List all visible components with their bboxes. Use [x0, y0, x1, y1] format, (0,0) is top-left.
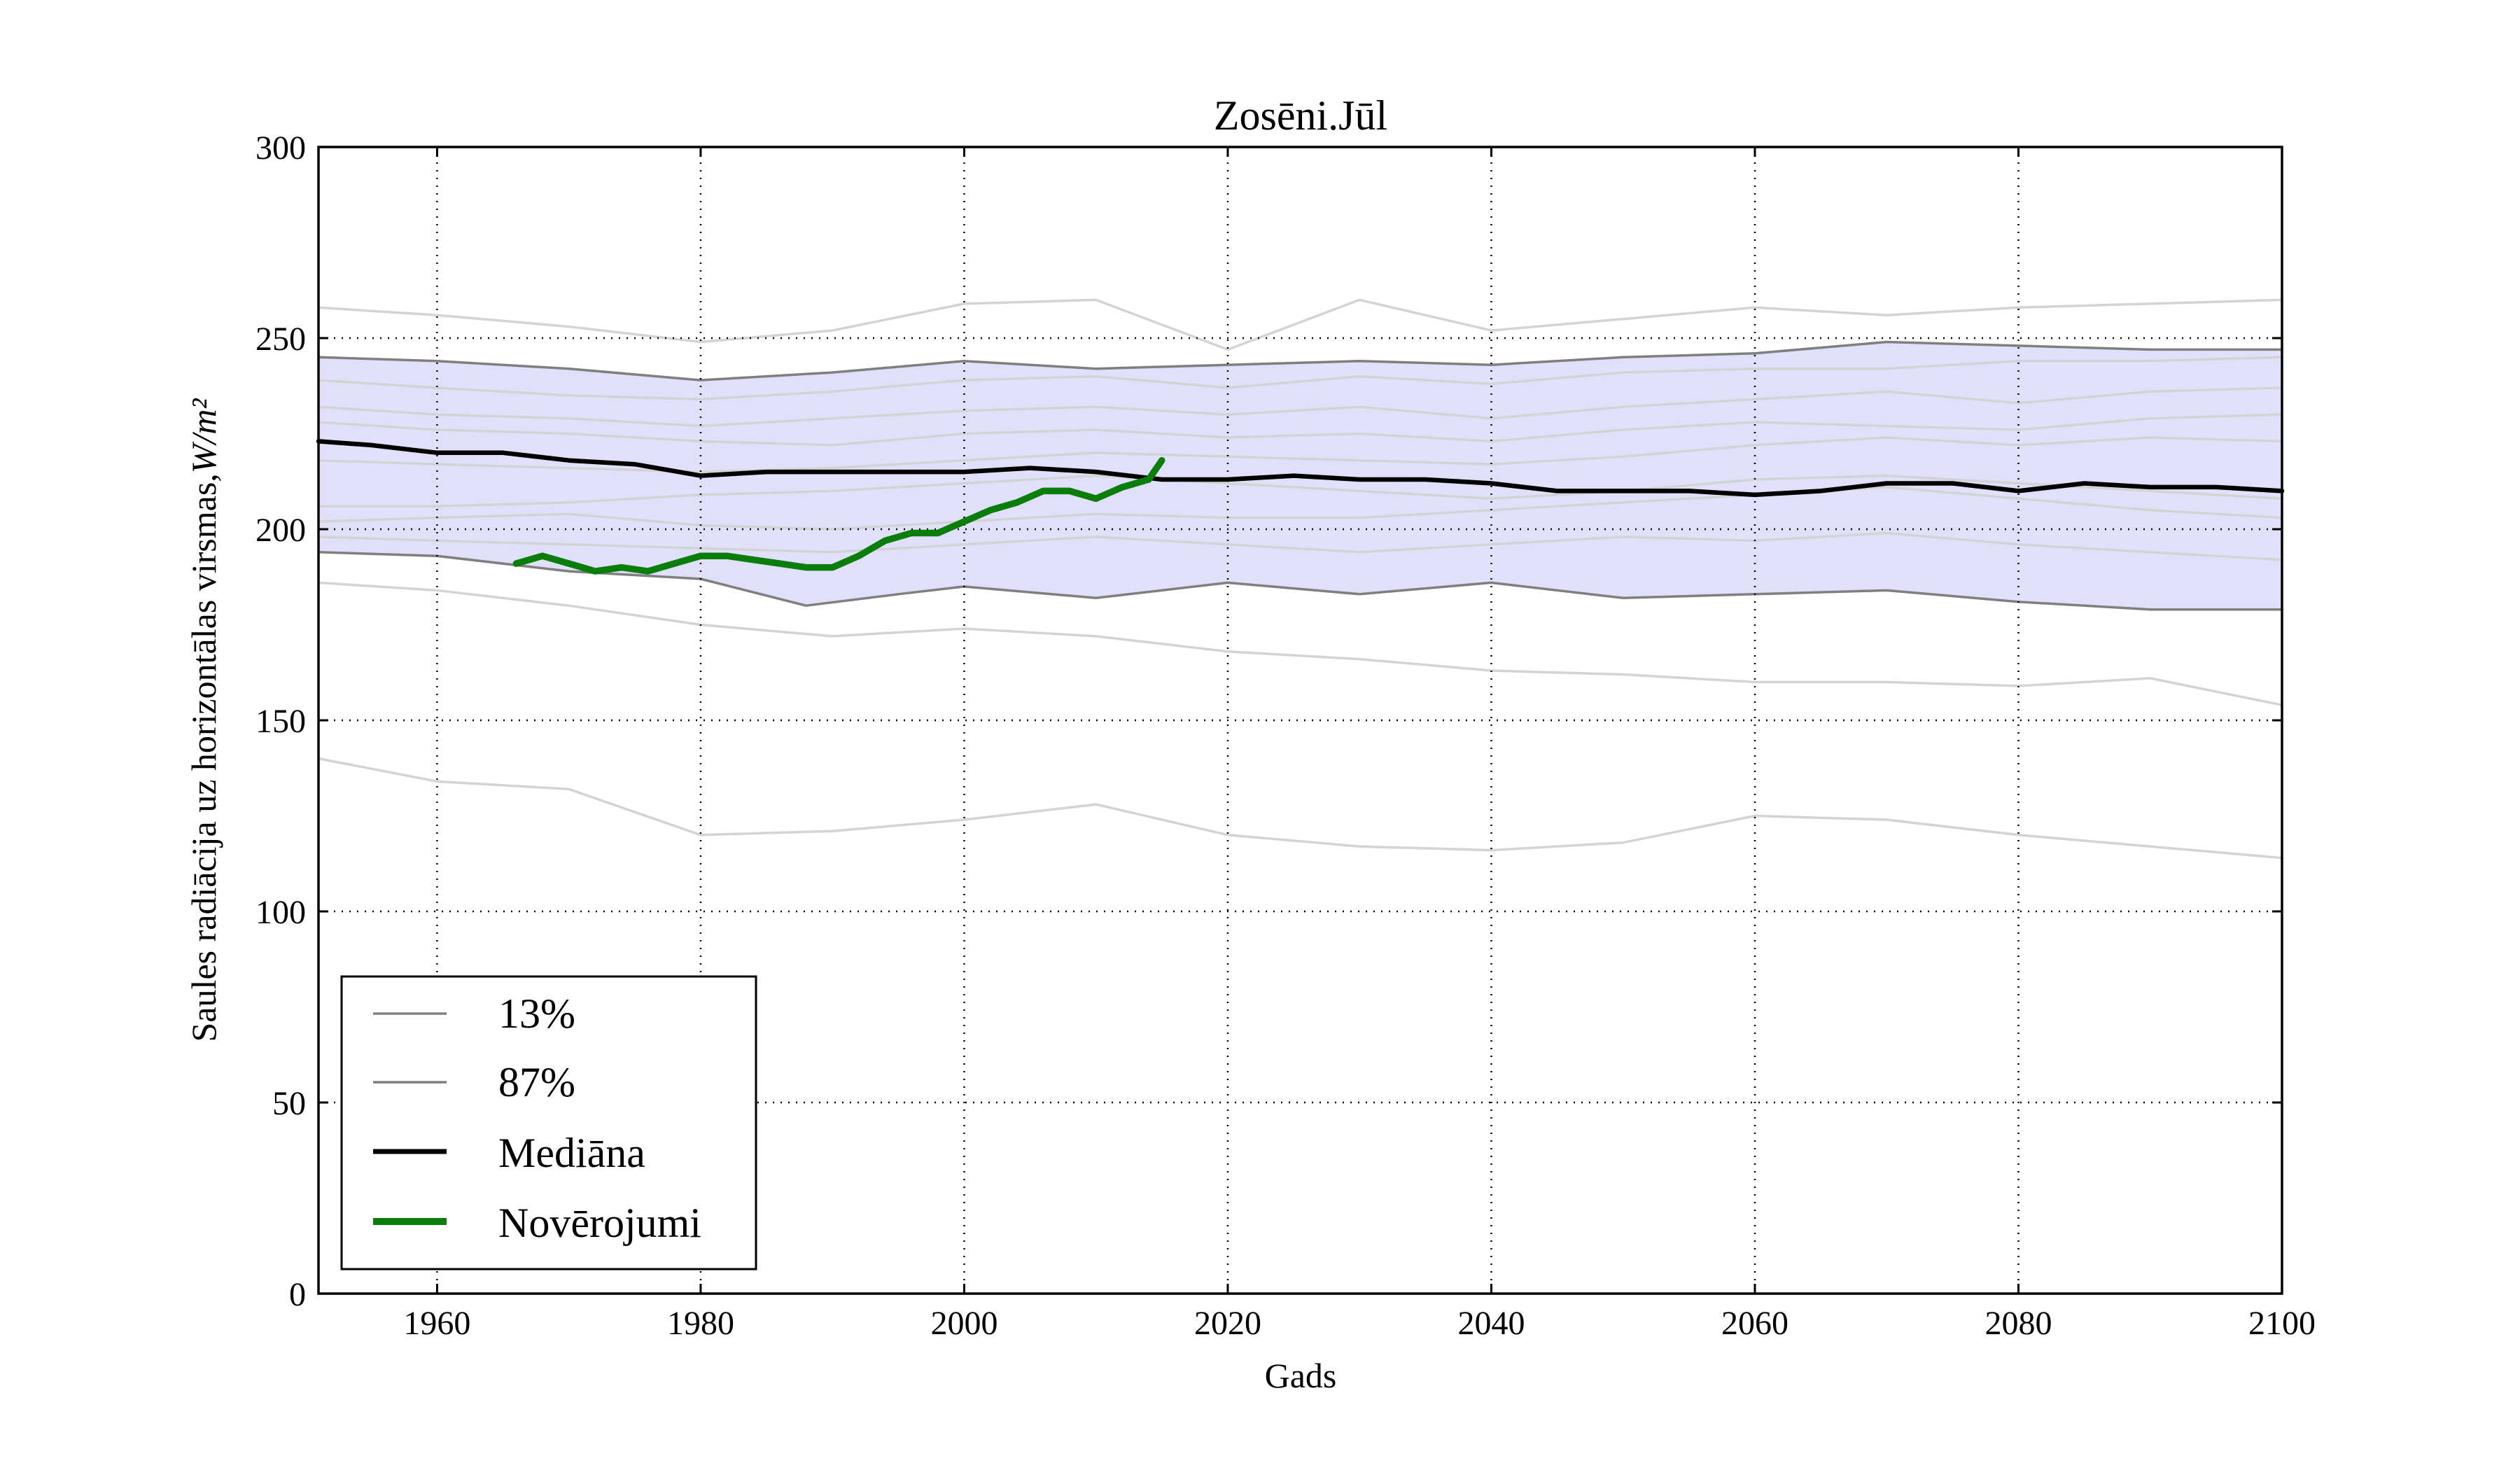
- y-tick-label-0: 0: [289, 1276, 306, 1313]
- model-line-8: [317, 531, 2283, 561]
- model-lines-layer: [317, 298, 2283, 860]
- ticks-layer: 1960 1980 2000 2020 2040 2060 2080 2100 0 50 100 15…: [255, 130, 2316, 1342]
- median-line: [316, 439, 2285, 498]
- model-line-9: [317, 581, 2283, 706]
- x-tick-label-1980: 1980: [667, 1305, 734, 1342]
- x-tick-label-2100: 2100: [2248, 1305, 2316, 1342]
- model-line-6: [317, 474, 2283, 507]
- model-line-10: [317, 757, 2283, 860]
- y-tick-label-150: 150: [255, 703, 306, 740]
- y-tick-label-200: 200: [255, 512, 306, 549]
- y-axis-label: Saules radiācija uz horizontālas virsmas…: [184, 398, 223, 1042]
- model-line-1: [317, 298, 2283, 351]
- legend-label-13: 13%: [498, 990, 575, 1037]
- y-axis-label-text: Saules radiācija uz horizontālas virsmas…: [184, 473, 223, 1042]
- x-tick-label-2060: 2060: [1721, 1305, 1788, 1342]
- x-tick-label-1960: 1960: [403, 1305, 470, 1342]
- y-tick-label-100: 100: [255, 894, 306, 931]
- x-axis-label: Gads: [1265, 1356, 1337, 1395]
- observations-line: [512, 456, 1166, 575]
- percentile-line-87: [317, 340, 2283, 382]
- x-tick-label-2040: 2040: [1457, 1305, 1525, 1342]
- percentile-lines-layer: [317, 340, 2283, 611]
- model-line-3: [317, 386, 2283, 428]
- plot-frame: [317, 146, 2283, 1295]
- model-line-4: [317, 413, 2283, 447]
- observations-line-layer: [512, 456, 1166, 575]
- percentile-line-13: [317, 551, 2283, 611]
- median-line-layer: [316, 439, 2285, 498]
- x-tick-label-2000: 2000: [930, 1305, 997, 1342]
- legend-label-observations: Novērojumi: [498, 1200, 701, 1246]
- legend-label-median: Mediāna: [498, 1130, 645, 1176]
- legend-label-87: 87%: [498, 1059, 575, 1105]
- chart-title: Zosēni.Jūl: [1214, 92, 1387, 139]
- model-line-2: [317, 356, 2283, 401]
- x-tick-label-2080: 2080: [1984, 1305, 2052, 1342]
- model-line-5: [317, 436, 2283, 473]
- y-tick-label-50: 50: [272, 1085, 306, 1122]
- y-axis-unit: W/m²: [184, 398, 223, 474]
- y-tick-label-250: 250: [255, 321, 306, 358]
- x-tick-label-2020: 2020: [1194, 1305, 1261, 1342]
- y-tick-label-300: 300: [255, 130, 306, 167]
- legend: 13% 87% Mediāna Novērojumi: [340, 975, 757, 1270]
- model-line-7: [317, 486, 2283, 531]
